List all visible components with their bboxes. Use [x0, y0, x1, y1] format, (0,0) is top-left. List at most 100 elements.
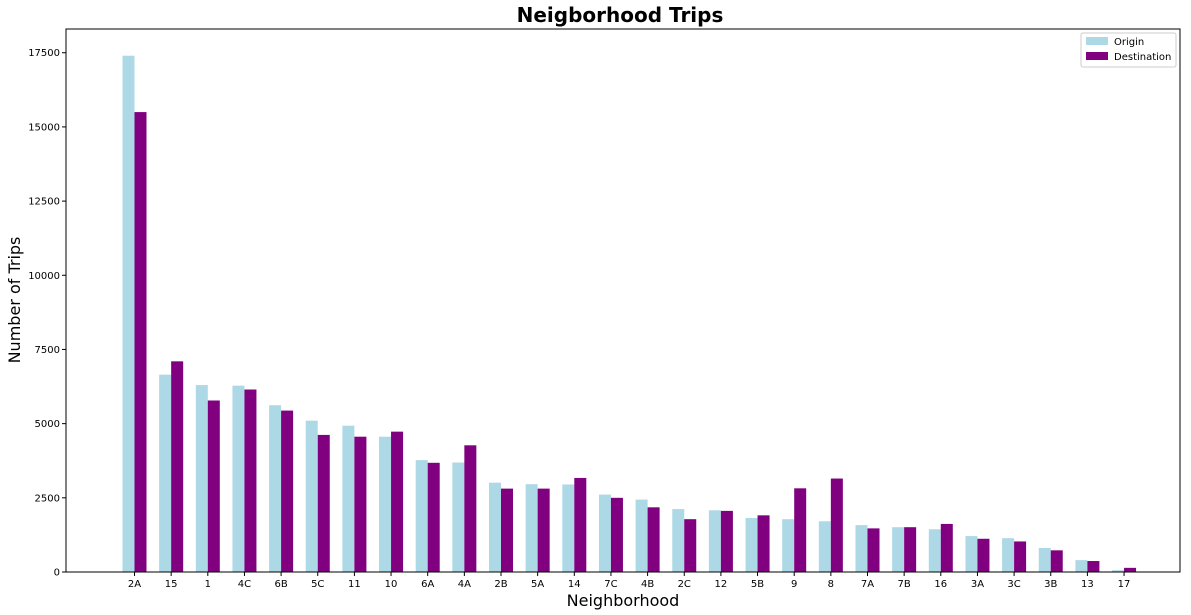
bar-destination-10 — [391, 431, 404, 572]
y-tick-label: 15000 — [28, 122, 60, 133]
bar-origin-2C — [672, 509, 685, 572]
bar-destination-11 — [354, 436, 367, 572]
legend-label-destination: Destination — [1114, 52, 1171, 63]
bar-origin-3B — [1038, 547, 1051, 572]
bar-origin-7C — [598, 494, 611, 572]
bar-destination-4C — [244, 389, 257, 572]
legend: Origin Destination — [1080, 32, 1177, 68]
x-tick-label: 5A — [531, 579, 544, 590]
bar-destination-2A — [134, 112, 147, 572]
bar-destination-17 — [1124, 567, 1137, 572]
bar-origin-4C — [232, 385, 245, 572]
bar-origin-1 — [195, 385, 208, 572]
bar-origin-14 — [562, 484, 575, 572]
y-tick-label: 10000 — [28, 271, 60, 282]
x-tick-label: 13 — [1081, 579, 1094, 590]
y-axis-label: Number of Trips — [5, 237, 24, 364]
bar-destination-13 — [1087, 561, 1100, 572]
bar-origin-13 — [1075, 560, 1088, 572]
bar-origin-3C — [1002, 538, 1015, 572]
x-tick-label: 4B — [641, 579, 654, 590]
chart-title: Neigborhood Trips — [517, 3, 724, 27]
bar-destination-15 — [171, 361, 184, 572]
bar-origin-2A — [122, 55, 135, 573]
x-tick-label: 4C — [238, 579, 251, 590]
bar-destination-3C — [1014, 541, 1027, 572]
bar-destination-5B — [757, 515, 770, 572]
bar-origin-6A — [415, 460, 428, 572]
bar-origin-7B — [892, 527, 905, 572]
y-tick-label: 7500 — [35, 345, 60, 356]
x-tick-label: 3C — [1007, 579, 1020, 590]
x-tick-label: 2C — [678, 579, 691, 590]
x-tick-label: 15 — [165, 579, 178, 590]
bar-origin-3A — [965, 536, 978, 572]
x-tick-label: 7A — [861, 579, 874, 590]
x-tick-label: 6B — [274, 579, 287, 590]
x-tick-label: 6A — [421, 579, 434, 590]
bar-origin-8 — [818, 521, 831, 572]
bar-origin-16 — [928, 529, 941, 572]
bar-origin-11 — [342, 425, 355, 572]
bar-origin-4A — [452, 462, 465, 572]
x-tick-label: 14 — [568, 579, 581, 590]
plot-frame — [65, 28, 1181, 573]
x-axis-label: Neighborhood — [567, 591, 680, 610]
bar-destination-6B — [281, 410, 294, 572]
legend-label-origin: Origin — [1114, 37, 1144, 48]
y-axis: 0 2500 5000 7500 10000 12500 15000 17500 — [28, 48, 66, 579]
x-tick-label: 9 — [791, 579, 797, 590]
bar-origin-5A — [525, 484, 538, 572]
y-tick-label: 5000 — [35, 419, 60, 430]
legend-swatch-origin — [1086, 37, 1108, 45]
x-tick-label: 1 — [205, 579, 211, 590]
bar-destination-5A — [537, 488, 550, 572]
bar-origin-9 — [782, 519, 795, 572]
x-tick-label: 5C — [311, 579, 324, 590]
bar-destination-4B — [647, 507, 660, 572]
bar-origin-6B — [269, 405, 282, 572]
bar-destination-16 — [940, 523, 953, 572]
x-tick-label: 10 — [385, 579, 398, 590]
y-tick-label: 17500 — [28, 48, 60, 59]
bar-destination-6A — [427, 462, 440, 572]
bar-destination-5C — [317, 434, 330, 572]
bar-origin-4B — [635, 499, 648, 572]
x-tick-label: 12 — [715, 579, 728, 590]
x-tick-label: 5B — [751, 579, 764, 590]
x-tick-label: 3B — [1044, 579, 1057, 590]
x-axis: 2A 15 1 4C 6B 5C 11 10 6A 4A 2B 5A 14 7C 4B 2C 12 5B 9 8 7A 7… — [128, 572, 1131, 590]
x-tick-label: 8 — [828, 579, 834, 590]
x-tick-label: 17 — [1118, 579, 1131, 590]
legend-swatch-destination — [1086, 52, 1108, 60]
x-tick-label: 2A — [128, 579, 141, 590]
bar-destination-4A — [464, 445, 477, 572]
y-tick-label: 2500 — [35, 493, 60, 504]
bar-destination-8 — [830, 478, 843, 572]
x-tick-label: 11 — [348, 579, 361, 590]
x-tick-label: 16 — [934, 579, 947, 590]
bar-destination-7C — [610, 497, 623, 572]
bar-destination-9 — [794, 488, 807, 572]
bar-layer — [122, 55, 1137, 573]
bar-origin-12 — [708, 510, 721, 572]
bar-destination-7A — [867, 528, 880, 572]
x-tick-label: 7C — [604, 579, 617, 590]
bar-origin-17 — [1112, 570, 1125, 572]
bar-destination-7B — [904, 527, 917, 572]
y-tick-label: 12500 — [28, 197, 60, 208]
bar-origin-5C — [305, 420, 318, 572]
bar-destination-3B — [1050, 550, 1063, 572]
bar-origin-15 — [159, 374, 172, 572]
x-tick-label: 3A — [971, 579, 984, 590]
bar-origin-5B — [745, 517, 758, 572]
y-tick-label: 0 — [54, 568, 60, 579]
x-tick-label: 7B — [898, 579, 911, 590]
bar-destination-14 — [574, 477, 587, 572]
bar-origin-2B — [489, 482, 501, 572]
bar-origin-10 — [379, 436, 392, 572]
bar-destination-12 — [720, 510, 733, 572]
bar-origin-7A — [855, 525, 868, 572]
bar-destination-2C — [684, 519, 697, 572]
